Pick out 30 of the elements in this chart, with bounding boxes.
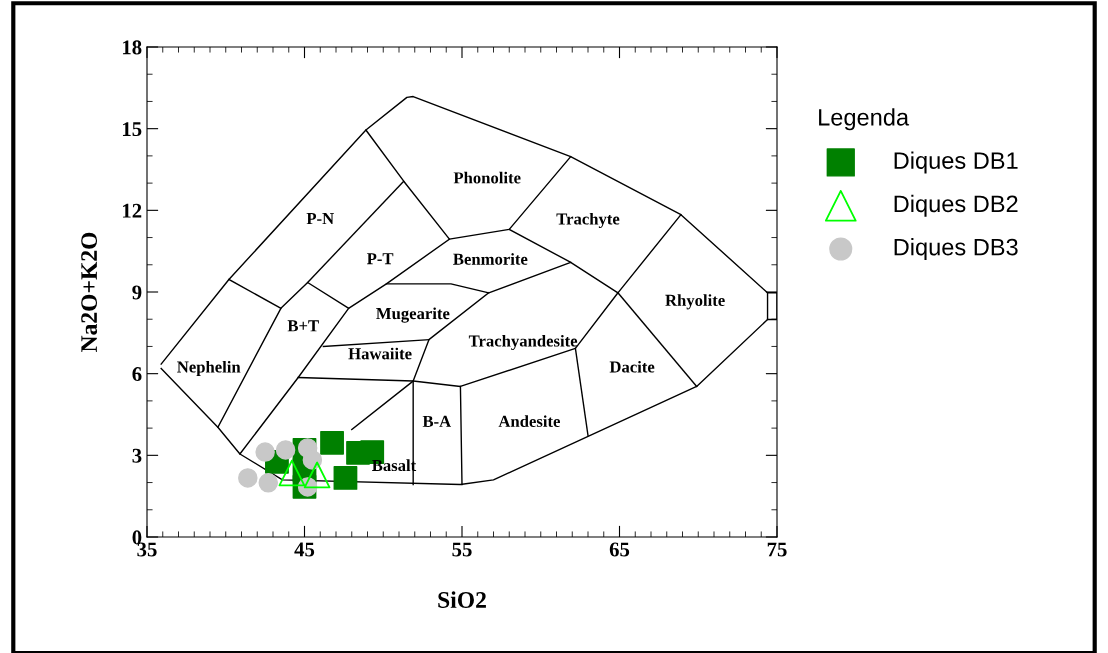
x-tick-label: 45 — [294, 542, 315, 557]
y-tick-label: 12 — [122, 203, 142, 218]
y-tick-label: 3 — [132, 448, 142, 463]
annotation: Rhyolite — [665, 294, 725, 310]
y-tick-label: 6 — [132, 367, 142, 382]
annotation: B+T — [287, 320, 319, 332]
y-tick-label: 18 — [122, 40, 142, 55]
y-tick-label: 9 — [132, 285, 142, 300]
legend-title: Legenda — [819, 108, 910, 131]
annotation: Mugearite — [376, 307, 450, 323]
x-axis-title: SiO2 — [438, 591, 486, 608]
annotation: Trachyandesite — [468, 334, 578, 351]
annotation: B-A — [422, 415, 452, 427]
legend-label: Diques DB2 — [894, 194, 1018, 217]
annotation: Trachyte — [556, 212, 620, 229]
legend-label: Diques DB1 — [894, 151, 1018, 174]
y-tick-label: 15 — [122, 122, 142, 137]
annotation: P-T — [366, 253, 394, 265]
annotation: Hawaiite — [348, 347, 412, 360]
annotation: Andesite — [498, 415, 560, 427]
y-axis-title: Na2O+K2O — [81, 232, 98, 353]
annotation: Phonolite — [453, 171, 521, 184]
x-tick-label: 55 — [452, 542, 472, 557]
annotation: Nephelin — [177, 360, 241, 376]
x-tick-label: 65 — [609, 542, 630, 557]
annotation: Benmorite — [453, 253, 528, 265]
legend-label: Diques DB3 — [894, 238, 1018, 261]
x-tick-label: 75 — [767, 542, 787, 557]
annotation: Dacite — [609, 360, 655, 373]
annotation: P-N — [306, 213, 334, 224]
